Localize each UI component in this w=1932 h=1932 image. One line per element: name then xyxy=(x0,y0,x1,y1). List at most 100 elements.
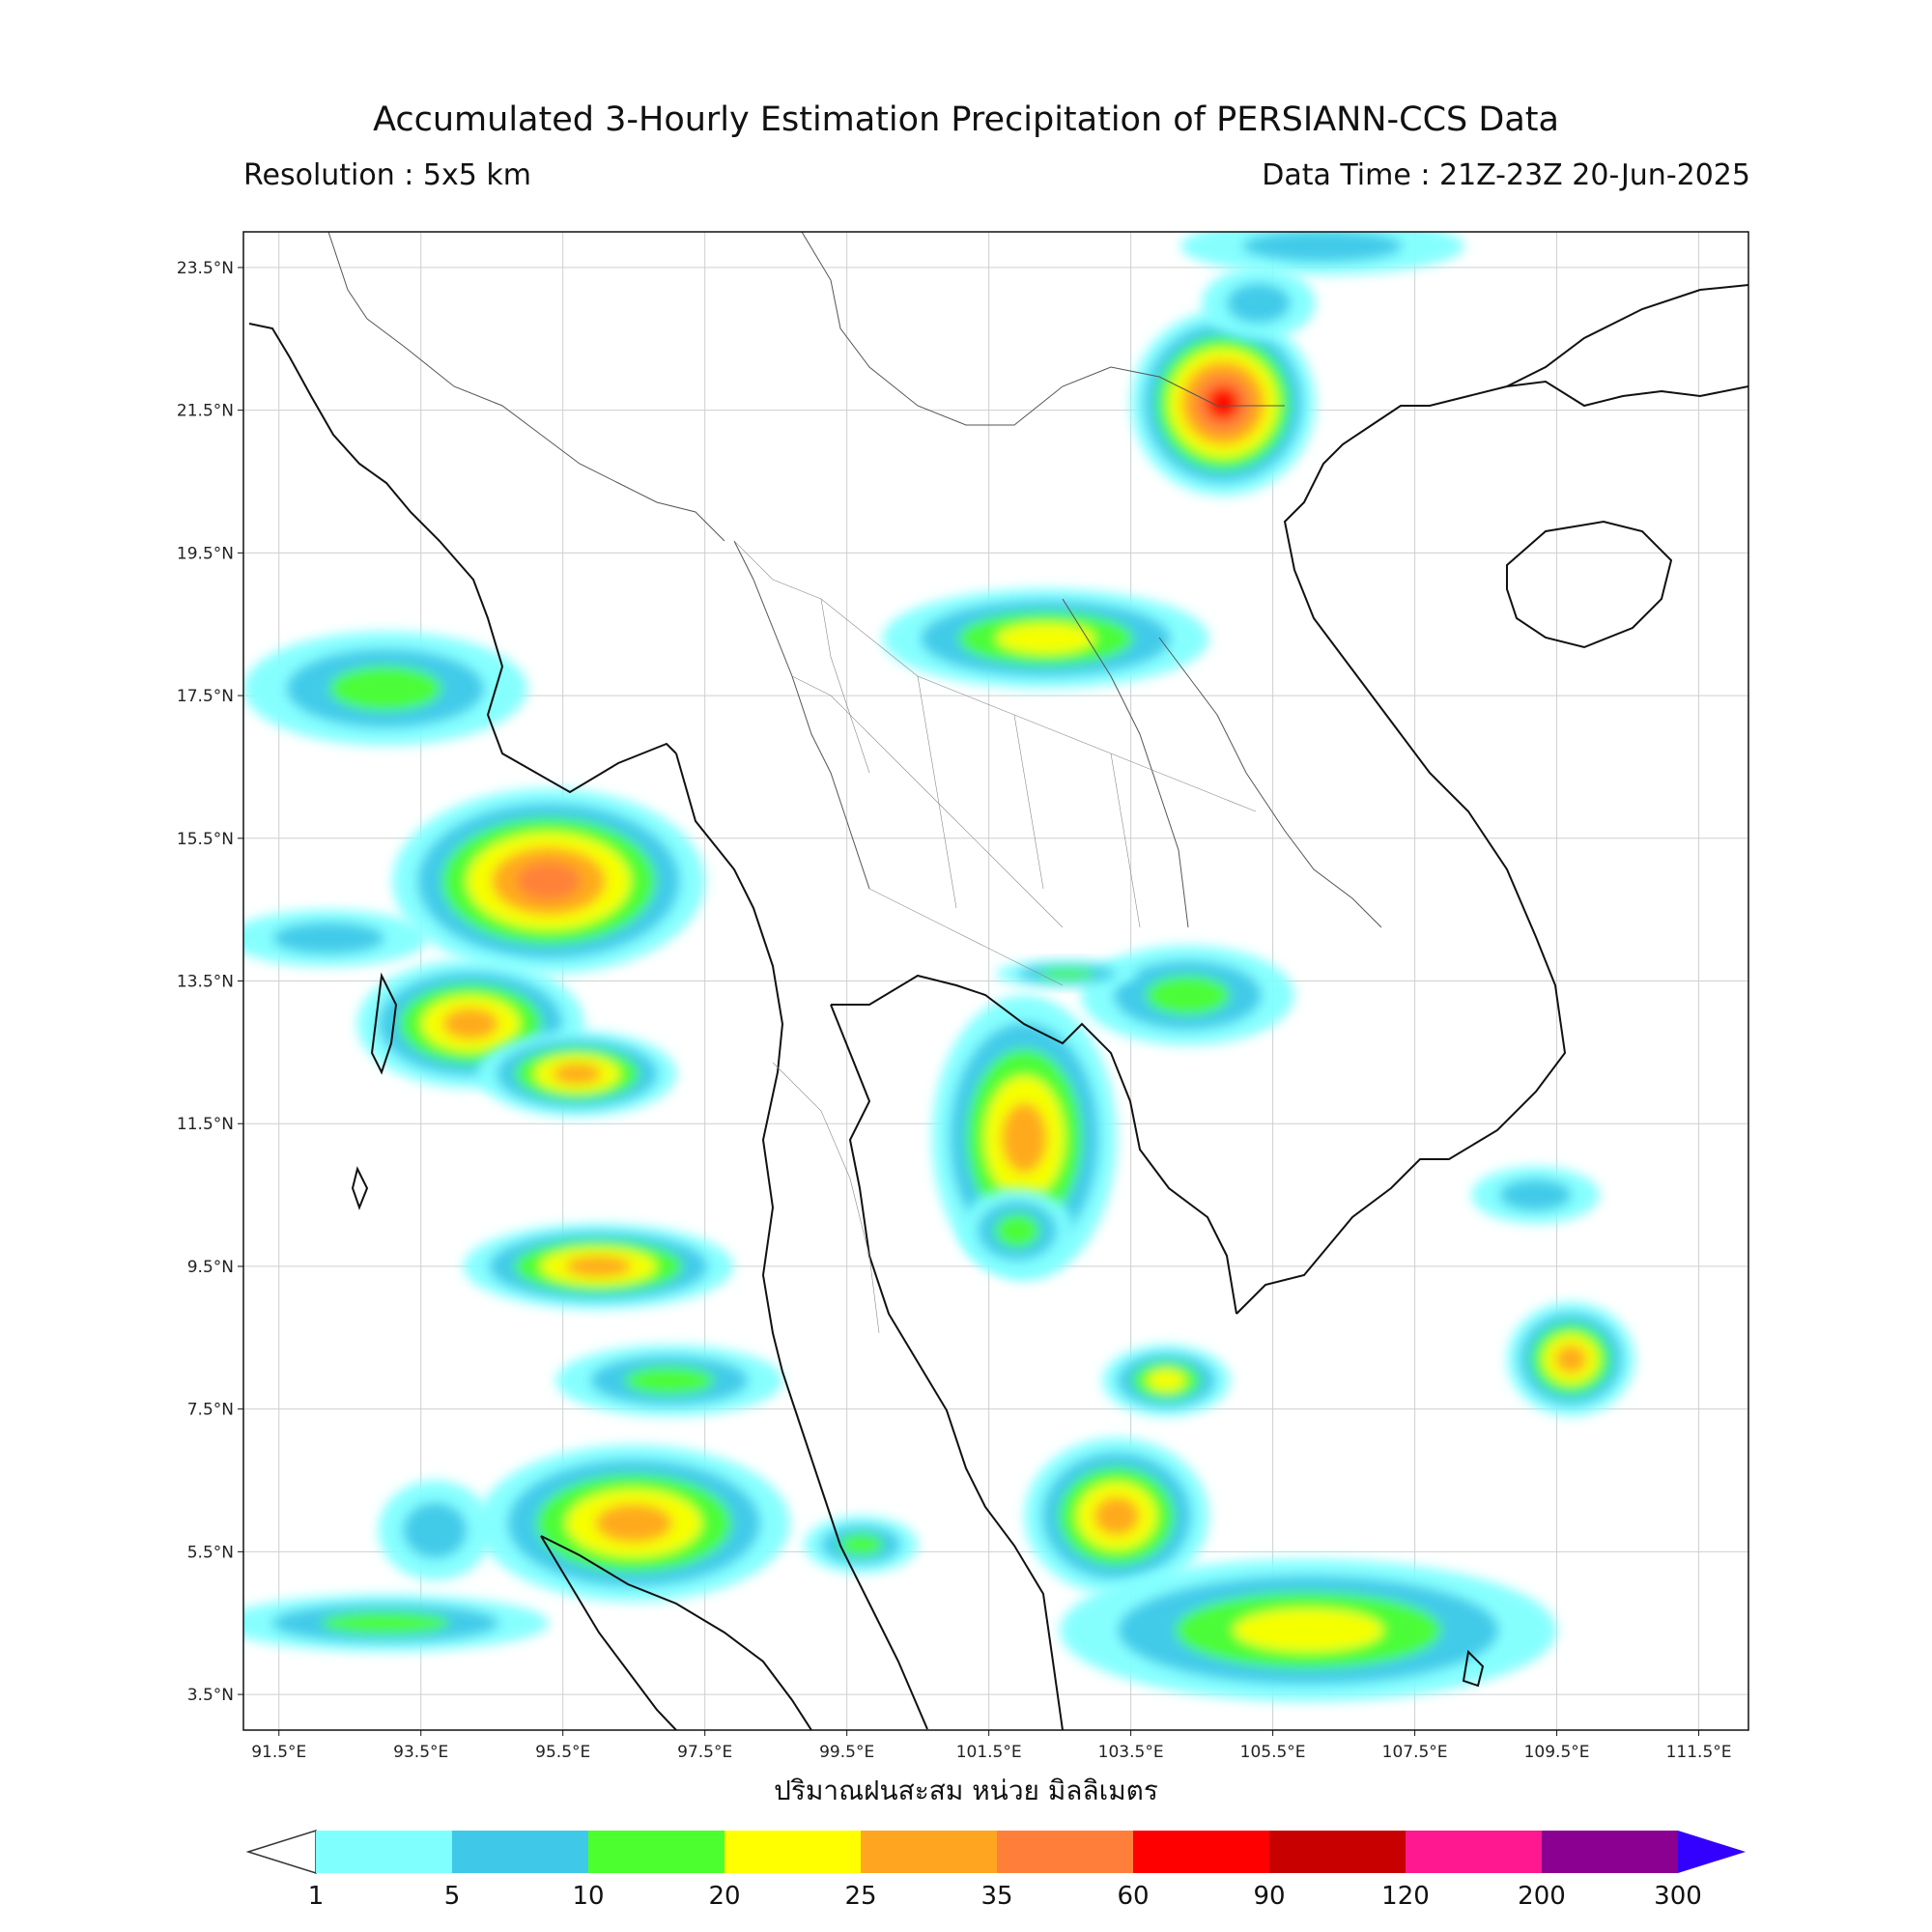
lon-tick-label: 101.5°E xyxy=(956,1743,1022,1762)
rain-contour xyxy=(321,1611,450,1634)
lon-tick-label: 109.5°E xyxy=(1524,1743,1590,1762)
rain-contour xyxy=(1001,1102,1047,1174)
rain-cell xyxy=(243,1594,549,1652)
latitude-labels: 23.5°N 21.5°N 19.5°N 17.5°N 15.5°N 13.5°N 11.5… xyxy=(177,259,243,1705)
colorbar-tick-label: 120 xyxy=(1381,1882,1430,1911)
rain-cell xyxy=(463,1223,734,1310)
lat-tick-label: 7.5°N xyxy=(187,1401,234,1420)
rain-contour xyxy=(1147,1369,1186,1392)
colorbar-tick-label: 10 xyxy=(572,1882,604,1911)
rain-contour xyxy=(1555,1345,1587,1374)
rain-contour xyxy=(553,1063,602,1085)
colorbar-segment xyxy=(1542,1831,1678,1873)
rain-cell xyxy=(555,1345,783,1417)
country-borders xyxy=(327,232,1382,928)
colorbar-segment xyxy=(1269,1831,1406,1873)
rain-contour xyxy=(1226,282,1292,324)
colorbar-min-arrow xyxy=(245,1829,317,1875)
rain-contour xyxy=(442,1008,499,1040)
longitude-labels: 91.5°E 93.5°E 95.5°E 97.5°E 99.5°E 101.5°E 103… xyxy=(251,1730,1732,1762)
lon-tick-label: 99.5°E xyxy=(819,1743,874,1762)
lat-tick-label: 13.5°N xyxy=(177,973,234,992)
rain-contour xyxy=(272,922,385,954)
lat-tick-label: 21.5°N xyxy=(177,402,234,421)
colorbar-segment xyxy=(861,1831,997,1873)
rain-cell xyxy=(378,1480,493,1580)
colorbar-tick-label: 300 xyxy=(1654,1882,1702,1911)
colorbar-tick-label: 90 xyxy=(1253,1882,1285,1911)
lat-tick-label: 9.5°N xyxy=(187,1258,234,1277)
lat-tick-label: 11.5°N xyxy=(177,1115,234,1134)
rain-contour xyxy=(1207,386,1240,420)
rain-cell xyxy=(1081,945,1294,1045)
lon-tick-label: 95.5°E xyxy=(535,1743,590,1762)
rain-contour xyxy=(838,1533,884,1556)
colorbar-segment xyxy=(724,1831,861,1873)
rain-cell xyxy=(1102,1345,1231,1417)
rain-contour xyxy=(329,666,441,711)
lon-tick-label: 107.5°E xyxy=(1382,1743,1448,1762)
resolution-label: Resolution : 5x5 km xyxy=(243,158,531,192)
colorbar-segment xyxy=(452,1831,588,1873)
lat-tick-label: 23.5°N xyxy=(177,259,234,278)
rain-overlay xyxy=(243,232,1635,1702)
rain-contour xyxy=(1145,975,1230,1015)
colorbar-tick-label: 5 xyxy=(444,1882,461,1911)
colorbar-tick-label: 35 xyxy=(980,1882,1012,1911)
rain-cell xyxy=(1060,1558,1557,1702)
rain-contour xyxy=(624,1366,715,1395)
colorbar-segment xyxy=(316,1831,452,1873)
colorbar-segment xyxy=(1406,1831,1542,1873)
rain-contour xyxy=(516,862,582,900)
rain-cell xyxy=(243,631,527,746)
lon-tick-label: 91.5°E xyxy=(251,1743,306,1762)
rain-cell xyxy=(477,1031,677,1117)
province-borders xyxy=(733,540,1257,1334)
lat-tick-label: 3.5°N xyxy=(187,1686,234,1705)
rain-contour xyxy=(1233,1608,1384,1652)
rain-cell xyxy=(996,959,1138,988)
rain-contour xyxy=(1038,968,1095,980)
colorbar-tick-label: 200 xyxy=(1518,1882,1566,1911)
rain-contour xyxy=(403,1501,468,1559)
colorbar-tick-label: 60 xyxy=(1117,1882,1149,1911)
colorbar-max-arrow xyxy=(1678,1831,1746,1873)
lon-tick-label: 93.5°E xyxy=(393,1743,448,1762)
rain-cell xyxy=(477,1444,790,1603)
coastline xyxy=(248,284,1748,1730)
colorbar-tick-label: 1 xyxy=(308,1882,325,1911)
lat-tick-label: 17.5°N xyxy=(177,687,234,706)
colorbar: 1 5 10 20 25 35 60 90 120 200 300 xyxy=(245,1829,1746,1911)
rain-contour xyxy=(565,1256,632,1277)
rain-cell xyxy=(804,1516,919,1574)
rain-contour xyxy=(1499,1179,1572,1211)
map-title: Accumulated 3-Hourly Estimation Precipit… xyxy=(373,100,1559,139)
rain-cell xyxy=(1202,267,1316,339)
colorbar-tick-label: 25 xyxy=(844,1882,876,1911)
rain-cell xyxy=(1180,232,1464,275)
graticule xyxy=(243,232,1748,1730)
rain-contour xyxy=(994,1213,1040,1248)
x-axis-label: ปริมาณฝนสะสม หน่วย มิลลิเมตร xyxy=(774,1775,1158,1806)
lon-tick-label: 97.5°E xyxy=(677,1743,732,1762)
rain-contour xyxy=(1094,1496,1140,1536)
lat-tick-label: 19.5°N xyxy=(177,544,234,563)
rain-contour xyxy=(996,623,1095,654)
rain-contour xyxy=(1242,232,1404,263)
rain-cell xyxy=(1130,310,1316,497)
rain-cell xyxy=(882,588,1209,689)
rain-contour xyxy=(595,1503,672,1543)
colorbar-segment xyxy=(997,1831,1133,1873)
data-time-label: Data Time : 21Z-23Z 20-Jun-2025 xyxy=(1262,158,1750,192)
rain-cell xyxy=(960,1187,1074,1274)
colorbar-segment xyxy=(1133,1831,1269,1873)
lon-tick-label: 105.5°E xyxy=(1240,1743,1306,1762)
lon-tick-label: 103.5°E xyxy=(1098,1743,1164,1762)
rain-cell xyxy=(1024,1437,1209,1595)
rain-cell xyxy=(1471,1166,1600,1224)
lat-tick-label: 15.5°N xyxy=(177,830,234,849)
rain-cell xyxy=(1507,1301,1635,1417)
colorbar-tick-label: 20 xyxy=(708,1882,740,1911)
colorbar-segment xyxy=(588,1831,724,1873)
